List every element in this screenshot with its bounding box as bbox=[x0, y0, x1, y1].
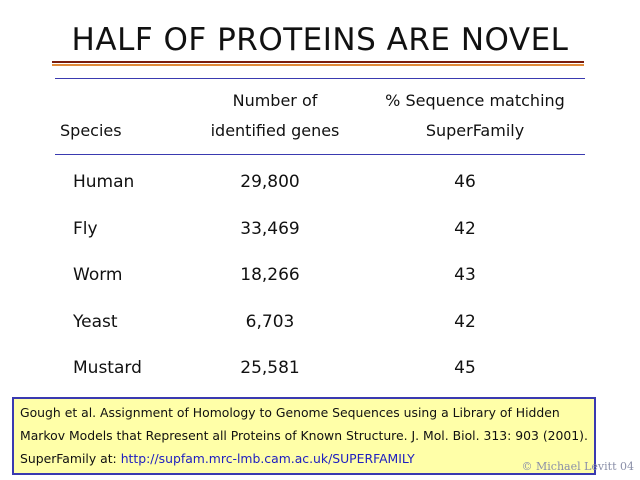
citation-url[interactable]: http://supfam.mrc-lmb.cam.ac.uk/SUPERFAM… bbox=[120, 451, 415, 466]
species-cell: Human bbox=[73, 172, 135, 192]
value-cell: 45 bbox=[454, 358, 476, 378]
title-underline-accent bbox=[52, 64, 584, 66]
column-header: Species bbox=[60, 121, 122, 140]
species-cell: Worm bbox=[73, 265, 123, 285]
column-header: SuperFamily bbox=[425, 121, 525, 140]
species-cell: Fly bbox=[73, 218, 98, 239]
table-top-rule bbox=[55, 78, 585, 79]
value-cell: 43 bbox=[454, 265, 476, 285]
slide-title: HALF OF PROTEINS ARE NOVEL bbox=[71, 22, 569, 58]
credit: © Michael Levitt 04 bbox=[521, 460, 635, 473]
value-cell: 46 bbox=[454, 172, 476, 192]
species-cell: Mustard bbox=[73, 358, 142, 378]
value-cell: 42 bbox=[454, 218, 476, 239]
citation-box: Gough et al. Assignment of Homology to G… bbox=[12, 397, 596, 475]
value-cell: 6,703 bbox=[245, 311, 295, 332]
title-underline bbox=[52, 61, 584, 63]
column-header: identified genes bbox=[210, 121, 340, 140]
value-cell: 33,469 bbox=[240, 218, 300, 239]
value-cell: 42 bbox=[454, 311, 476, 332]
value-cell: 29,800 bbox=[240, 172, 300, 192]
column-header: % Sequence matching bbox=[385, 91, 565, 110]
value-cell: 18,266 bbox=[240, 265, 300, 285]
species-cell: Yeast bbox=[73, 311, 118, 332]
column-header: Number of bbox=[232, 91, 318, 110]
value-cell: 25,581 bbox=[240, 358, 300, 378]
table-header-rule bbox=[55, 154, 585, 155]
citation-text: Gough et al. Assignment of Homology to G… bbox=[20, 405, 588, 466]
